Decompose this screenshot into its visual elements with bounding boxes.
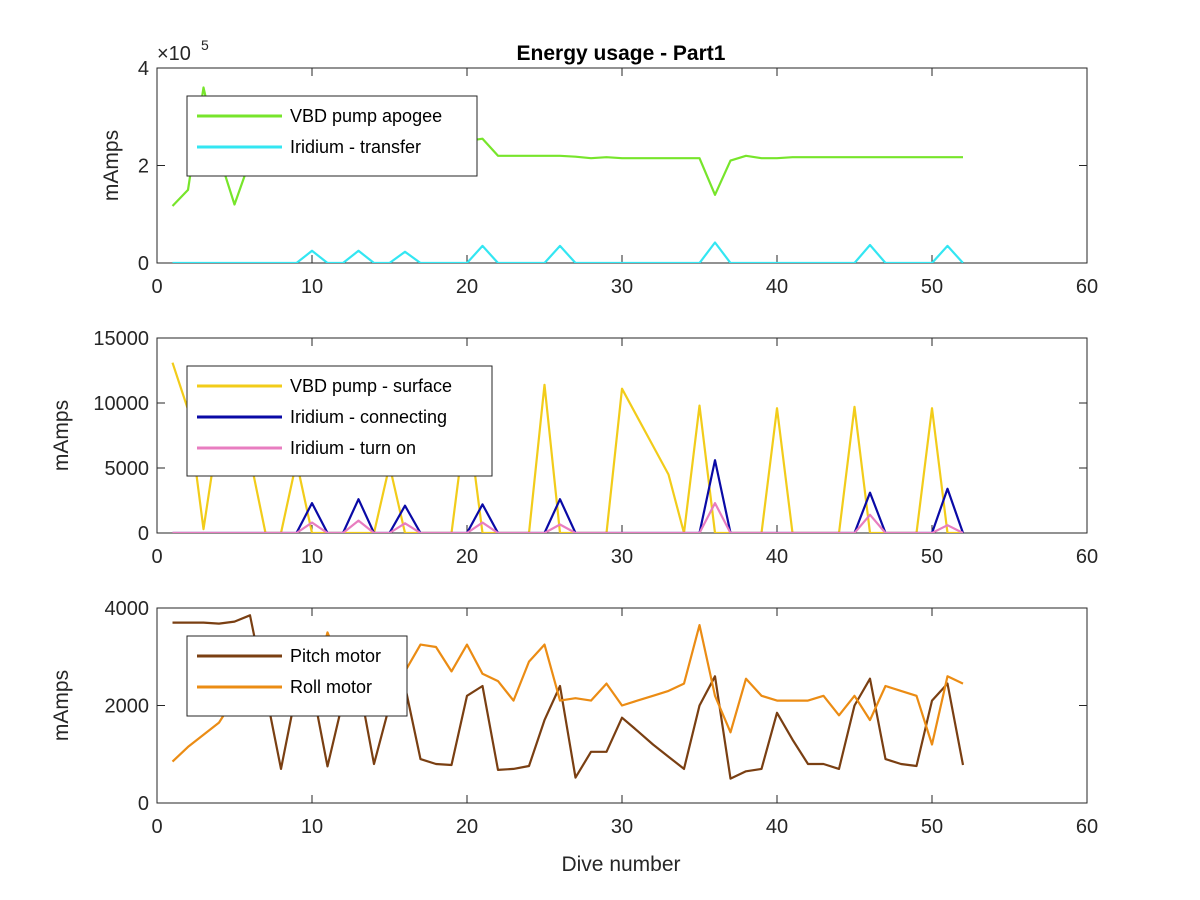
legend-label: Pitch motor (290, 646, 381, 666)
legend-box (186, 95, 478, 177)
x-tick-label: 40 (766, 546, 788, 568)
y-tick-label: 5000 (105, 458, 150, 480)
x-tick-label: 0 (151, 816, 162, 838)
x-tick-label: 30 (611, 546, 633, 568)
subplot-top: 0 10 20 30 40 50 60 0 2 4 mAmps ×10 5 VBD pump apogee… (100, 37, 1098, 298)
x-tick-label: 50 (921, 546, 943, 568)
y-axis-label: mAmps (100, 130, 123, 201)
y-tick-label: 0 (138, 523, 149, 545)
series-line-vbd-pump-surface (171, 362, 963, 533)
legend-label: Iridium - connecting (290, 407, 447, 427)
y-axis-multiplier: ×10 (157, 43, 191, 65)
legend-label: Roll motor (290, 677, 372, 697)
x-tick-label: 50 (921, 276, 943, 298)
x-axis-label: Dive number (561, 853, 680, 876)
x-tick-label: 40 (766, 276, 788, 298)
y-tick-label: 2000 (105, 696, 150, 718)
series-line-iridium-transfer (172, 241, 964, 263)
x-tick-label: 60 (1076, 816, 1098, 838)
legend-box (186, 635, 408, 717)
x-tick-label: 0 (151, 276, 162, 298)
legend-label: VBD pump - surface (290, 376, 452, 396)
y-tick-label: 15000 (93, 328, 149, 350)
x-tick-label: 20 (456, 546, 478, 568)
y-axis-label: mAmps (50, 670, 73, 741)
subplot-middle: 0 10 20 30 40 50 60 0 5000 10000 15000 mAmps VBD pum… (50, 328, 1098, 568)
x-tick-label: 0 (151, 546, 162, 568)
x-tick-label: 50 (921, 816, 943, 838)
y-tick-label: 0 (138, 253, 149, 275)
y-tick-label: 4000 (105, 598, 150, 620)
legend-label: VBD pump apogee (290, 106, 442, 126)
subplot-bottom: 0 10 20 30 40 50 60 0 2000 4000 mAmps Pitch motor Ro… (50, 598, 1098, 838)
y-tick-label: 0 (138, 793, 149, 815)
x-tick-label: 30 (611, 816, 633, 838)
chart-title: Energy usage - Part1 (517, 42, 726, 65)
x-tick-label: 20 (456, 276, 478, 298)
series-line-iridium-connecting (172, 459, 965, 533)
x-tick-label: 10 (301, 276, 323, 298)
x-tick-label: 20 (456, 816, 478, 838)
y-tick-label: 10000 (93, 393, 149, 415)
y-axis-multiplier-exponent: 5 (201, 37, 209, 53)
x-tick-label: 10 (301, 816, 323, 838)
legend-box (186, 365, 493, 477)
y-tick-label: 2 (138, 156, 149, 178)
legend-label: Iridium - transfer (290, 137, 421, 157)
x-tick-label: 10 (301, 546, 323, 568)
legend-label: Iridium - turn on (290, 438, 416, 458)
series-line-iridium-turn-on (172, 502, 964, 533)
x-tick-label: 40 (766, 816, 788, 838)
y-tick-label: 4 (138, 58, 149, 80)
x-tick-label: 30 (611, 276, 633, 298)
x-tick-label: 60 (1076, 276, 1098, 298)
x-tick-label: 60 (1076, 546, 1098, 568)
y-axis-label: mAmps (50, 400, 73, 471)
